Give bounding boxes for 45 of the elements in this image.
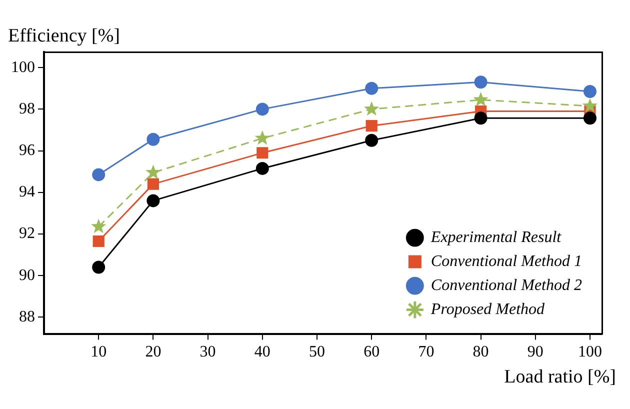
point: [92, 260, 106, 274]
y-tick-label: 92: [19, 225, 35, 242]
point: [146, 132, 160, 146]
point: [474, 112, 488, 125]
x-tick-label: 10: [90, 344, 107, 361]
y-tick-label: 98: [19, 100, 35, 118]
point: [473, 92, 488, 106]
point: [146, 164, 161, 180]
point: [582, 98, 598, 113]
point: [364, 101, 380, 116]
x-tick-label: 100: [578, 344, 602, 361]
point: [583, 112, 596, 125]
legend-label: Proposed Method: [430, 301, 546, 318]
x-tick-label: 90: [527, 344, 544, 361]
x-tick-label: 60: [364, 344, 380, 361]
x-tick-label: 70: [418, 344, 434, 361]
y-tick-label: 90: [19, 266, 35, 284]
x-tick-label: 80: [472, 344, 489, 361]
point: [366, 120, 378, 132]
point: [90, 218, 106, 234]
x-tick-label: 20: [145, 344, 162, 361]
x-axis-title: Load ratio [%]: [504, 366, 616, 388]
point: [583, 85, 596, 98]
y-axis-title: Efficiency [%]: [8, 25, 120, 46]
point: [146, 194, 160, 208]
point: [92, 235, 104, 248]
y-tick-label: 94: [19, 184, 35, 201]
x-tick-label: 50: [308, 344, 325, 361]
point: [365, 82, 378, 95]
point: [256, 162, 269, 175]
x-tick-label: 30: [200, 344, 216, 361]
legend-label: Conventional Method 2: [430, 277, 582, 294]
legend-label: Conventional Method 1: [430, 253, 582, 270]
y-tick-label: 100: [11, 58, 35, 76]
point: [254, 130, 270, 145]
point: [147, 178, 159, 190]
y-tick-label: 96: [19, 142, 35, 159]
x-tick-label: 40: [254, 344, 270, 361]
point: [474, 76, 488, 89]
point: [365, 134, 378, 147]
legend-label: Experimental Result: [430, 229, 562, 246]
point: [256, 102, 269, 116]
point: [256, 147, 268, 159]
point: [92, 168, 106, 182]
y-tick-label: 88: [19, 308, 35, 326]
